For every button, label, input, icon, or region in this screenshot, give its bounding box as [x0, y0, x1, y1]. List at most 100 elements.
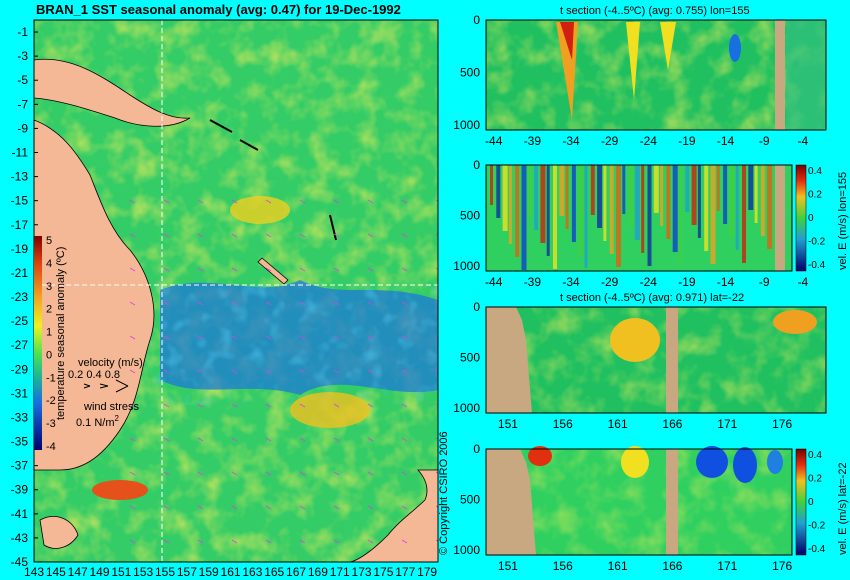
temperature-colorbar-tick: -1 — [46, 372, 56, 384]
wind-arrow — [299, 437, 306, 442]
wind-arrow — [333, 233, 340, 238]
lat-tick-label: -19 — [678, 275, 696, 289]
velocity-stripe — [527, 165, 531, 217]
lon-tick-label: 151 — [498, 559, 518, 573]
wind-arrow — [129, 199, 136, 204]
panel1-land-mask — [775, 20, 785, 130]
wind-arrow — [299, 505, 306, 510]
wind-stress-legend-label: wind stress — [83, 401, 140, 413]
wind-arrow — [299, 267, 306, 272]
velocity-stripe — [660, 165, 664, 226]
wind-arrow — [367, 267, 374, 272]
wind-arrow — [333, 505, 340, 510]
map-x-tick-label: 175 — [373, 565, 393, 579]
wind-arrow — [333, 369, 340, 374]
map-x-tick-label: 149 — [89, 565, 109, 579]
velocity-colorbar-tick: 0.4 — [808, 166, 822, 177]
wind-arrow — [163, 403, 170, 408]
wind-arrow — [265, 403, 272, 408]
velocity-stripe — [628, 165, 633, 227]
depth-tick-label: 500 — [460, 65, 480, 79]
wind-arrow — [197, 199, 204, 204]
wind-arrow — [163, 267, 170, 272]
depth-tick-label: 500 — [460, 208, 480, 222]
wind-arrow — [129, 301, 136, 306]
wind-arrow — [333, 539, 340, 544]
map-y-tick-label: -13 — [11, 170, 29, 184]
panel4-colorbar-label: vel. E (m/s) lat=-22 — [837, 462, 849, 555]
wind-arrow — [435, 199, 438, 202]
wind-arrow — [333, 199, 340, 204]
panel2-colorbar-ticks: 0.4 0.2 0 -0.2 -0.4 — [808, 166, 826, 271]
temperature-colorbar-tick: 3 — [46, 281, 52, 293]
wind-arrow — [401, 267, 408, 272]
map-y-tick-label: -35 — [11, 435, 29, 449]
map-y-tick-label: -43 — [11, 531, 29, 545]
velocity-stripe — [540, 165, 546, 243]
velocity-stripe — [534, 165, 539, 230]
depth-tick-label: 1000 — [453, 259, 480, 273]
wind-arrow — [367, 403, 374, 408]
wind-arrow — [435, 233, 438, 236]
wind-arrow — [265, 471, 272, 476]
velocity-stripe — [559, 165, 565, 216]
depth-tick-label: 0 — [473, 158, 480, 172]
map-x-tick-label: 163 — [242, 565, 262, 579]
velocity-stripe — [754, 165, 758, 223]
map-y-tick-label: -9 — [17, 121, 28, 135]
lon-tick-label: 176 — [772, 559, 792, 573]
wind-arrow — [401, 437, 408, 442]
velocity-stripe — [578, 165, 584, 255]
lon-tick-label: 151 — [498, 417, 518, 431]
wind-arrow — [435, 301, 438, 304]
lat-tick-label: -9 — [759, 275, 770, 289]
map-title: BRAN_1 SST seasonal anomaly (avg: 0.47) … — [36, 2, 401, 17]
velocity-stripe — [691, 165, 697, 225]
velocity-stripe — [546, 165, 550, 256]
lon-tick-label: 171 — [717, 559, 737, 573]
wind-arrow — [265, 301, 272, 306]
lat-tick-label: -39 — [524, 134, 542, 148]
panel3-title: t section (-4..5ºC) (avg: 0.971) lat=-22 — [560, 292, 744, 304]
temperature-colorbar-tick: 0 — [46, 349, 52, 361]
velocity-stripe — [616, 165, 621, 267]
depth-tick-label: 500 — [460, 350, 480, 364]
map-x-tick-label: 159 — [199, 565, 219, 579]
wind-arrow — [401, 471, 408, 476]
map-x-tick-label: 165 — [264, 565, 284, 579]
lon-tick-label: 176 — [772, 417, 792, 431]
velocity-stripe — [672, 165, 678, 252]
wind-arrow — [197, 437, 204, 442]
panel3-land-mask-west — [486, 307, 532, 413]
velocity-colorbar-tick: -0.4 — [808, 260, 826, 271]
map-y-tick-label: -33 — [11, 410, 29, 424]
map-y-tick-label: -27 — [11, 338, 29, 352]
temperature-colorbar-ticks: 5 4 3 2 1 0 -1 -2 -3 -4 — [46, 235, 56, 453]
depth-tick-label: 1000 — [453, 401, 480, 415]
map-x-tick-label: 173 — [352, 565, 372, 579]
velocity-stripe — [590, 165, 595, 215]
lat-tick-label: -4 — [797, 275, 808, 289]
depth-tick-label: 1000 — [453, 118, 480, 132]
wind-arrow — [231, 199, 238, 204]
wind-arrow — [129, 505, 136, 510]
map-x-tick-label: 169 — [308, 565, 328, 579]
new-zealand-landmass — [349, 469, 438, 562]
velocity-stripe — [597, 165, 603, 228]
velocity-colorbar-tick: 0.2 — [808, 190, 822, 201]
panel4-colorbar — [795, 448, 807, 556]
lon-tick-label: 166 — [662, 417, 682, 431]
wind-arrow — [265, 437, 272, 442]
wind-arrow — [401, 505, 408, 510]
solomon-islands — [209, 119, 259, 151]
wind-arrow — [129, 267, 136, 272]
wind-arrow — [129, 403, 136, 408]
velocity-stripe — [710, 165, 716, 264]
wind-arrow — [299, 301, 306, 306]
panel2-y-axis: 0 500 1000 — [453, 158, 480, 273]
velocity-colorbar-tick: 0.4 — [808, 450, 822, 461]
wind-arrow — [333, 301, 340, 306]
lat-tick-label: -4 — [797, 134, 808, 148]
wind-arrow — [163, 539, 170, 544]
velocity-stripe — [515, 165, 520, 257]
